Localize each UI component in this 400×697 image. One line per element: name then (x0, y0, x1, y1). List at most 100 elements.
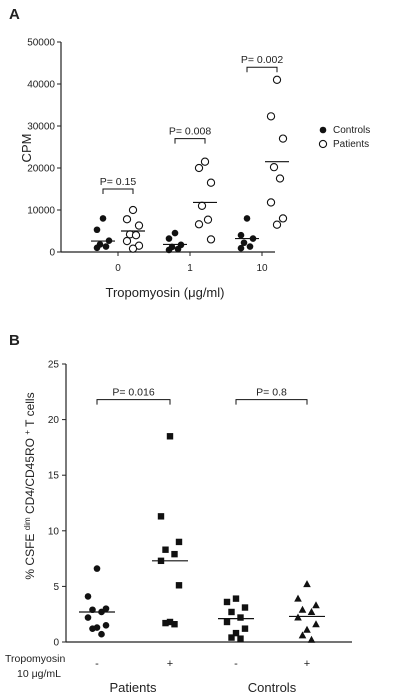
panel-a-legend-label: Controls (333, 125, 370, 136)
panel-b-condition-sign: + (167, 658, 173, 670)
panel-a-point-controls (246, 243, 254, 250)
panel-b-point (237, 614, 244, 621)
panel-b-condition-sign: - (95, 658, 99, 670)
panel-a-axes: 0 10000 20000 30000 40000 50000 0 1 10 (27, 38, 275, 274)
panel-b-y-tick-label: 10 (48, 526, 60, 537)
panel-b-point (307, 607, 316, 615)
panel-a-point-patients (194, 163, 204, 173)
panel-b-y-axis-title: % CSFE dim CD4/CD45RO + T cells (23, 392, 37, 579)
panel-a-y-tick-label: 50000 (27, 38, 55, 49)
panel-a-point-patients (266, 112, 276, 121)
panel-a-legend-marker (318, 139, 328, 149)
panel-b-y-tick-label: 20 (48, 415, 60, 426)
panel-b-condition-sign: + (304, 658, 310, 670)
panel-a-legend: Controls Patients (318, 125, 370, 150)
panel-a-significance-bracket (102, 188, 134, 194)
panel-a-y-tick-label: 0 (49, 248, 55, 259)
panel-a-y-axis-title: CPM (19, 134, 34, 163)
panel-a-point-controls (237, 231, 245, 239)
panel-b-point (93, 565, 101, 572)
panel-b-point (237, 635, 244, 642)
panel-b-point (171, 550, 178, 558)
panel-a-point-patients (128, 205, 138, 215)
panel-b-point (241, 625, 249, 632)
panel-b-point (223, 598, 231, 606)
panel-a-point-patients (266, 198, 276, 207)
panel-a-point-controls (165, 235, 173, 242)
panel-a-point-controls (174, 245, 182, 253)
panel-a-point-patients (122, 215, 132, 224)
panel-b-point (232, 595, 240, 602)
panel-a-y-tick-label: 20000 (27, 164, 55, 175)
panel-b-point (157, 513, 165, 520)
panel-a-point-controls (99, 215, 107, 222)
panel-a-significance-bracket (174, 138, 206, 144)
panel-b-point (162, 546, 169, 553)
panel-b-point (89, 625, 96, 632)
panel-a-point-patients (197, 201, 207, 210)
panel-a-point-patients (278, 214, 288, 223)
panel-b-point (294, 613, 302, 621)
panel-b-condition-sign: - (234, 658, 238, 670)
panel-a-letter: A (9, 6, 20, 23)
panel-b-y-tick-label: 25 (48, 360, 60, 371)
panel-a-point-controls (93, 226, 101, 234)
panel-b-point (162, 619, 169, 627)
y-title-post: T cells (23, 392, 37, 430)
panel-a-x-tick-label: 1 (187, 263, 193, 274)
panel-b-point (298, 631, 307, 639)
panel-b-point (312, 601, 320, 609)
panel-b-p-value: P= 0.016 (112, 387, 154, 399)
panel-b-significance-bracket (235, 399, 308, 405)
panel-a-point-patients (203, 215, 213, 224)
panel-b-point (175, 582, 183, 589)
panel-a-point-controls (165, 246, 173, 254)
panel-b-point (166, 618, 174, 626)
panel-b-point (298, 605, 307, 613)
panel-a-point-controls (243, 215, 251, 222)
panel-b-y-tick-label: 5 (53, 582, 59, 593)
row-label-line-2: 10 μg/mL (17, 668, 61, 680)
panel-a: A 0 10000 20000 30000 40000 50000 0 1 10 P= 0.15… (9, 6, 370, 300)
panel-a-point-controls (102, 243, 110, 250)
panel-a-x-tick-label: 10 (256, 263, 268, 274)
panel-a-p-value: P= 0.008 (169, 126, 211, 138)
panel-a-y-tick-label: 30000 (27, 122, 55, 133)
panel-b-point (223, 618, 231, 626)
panel-a-point-controls (240, 239, 248, 247)
panel-a-legend-label: Patients (333, 139, 369, 150)
panel-a-point-patients (269, 163, 279, 172)
panel-a-point-patients (131, 231, 141, 240)
panel-b-p-value: P= 0.8 (256, 387, 287, 399)
panel-a-point-patients (272, 220, 282, 229)
panel-b-axes: 0 5 10 15 20 25 (48, 360, 352, 649)
panel-b-point (175, 538, 183, 546)
panel-b-point (166, 433, 174, 440)
panel-a-point-patients (122, 236, 132, 246)
panel-b-y-tick-label: 0 (53, 638, 59, 649)
panel-b-group-label: Patients (110, 680, 157, 695)
panel-a-point-patients (206, 235, 216, 244)
panel-a-point-patients (275, 174, 285, 183)
panel-b-point (312, 620, 320, 628)
panel-a-point-patients (272, 75, 282, 84)
panel-a-point-patients (134, 221, 144, 230)
panel-a-point-controls (93, 244, 101, 252)
panel-b-point (303, 580, 311, 588)
panel-b-group-label: Controls (248, 680, 297, 695)
y-title-pre: % CSFE (23, 530, 37, 579)
panel-b-significance-bracket (96, 399, 171, 405)
panel-b-y-tick-label: 15 (48, 471, 60, 482)
panel-a-marks: P= 0.15 P= 0.008 P= 0.002 (91, 54, 289, 254)
panel-b-point (102, 605, 110, 612)
panel-b-letter: B (9, 332, 20, 349)
panel-a-point-controls (237, 244, 245, 252)
panel-a-p-value: P= 0.002 (241, 54, 283, 66)
panel-a-point-patients (206, 178, 216, 187)
panel-a-point-controls (171, 229, 179, 237)
panel-a-point-patients (194, 220, 204, 229)
row-label-line-1: Tropomyosin (5, 653, 65, 665)
panel-b-point (303, 625, 311, 633)
panel-a-p-value: P= 0.15 (100, 176, 137, 188)
